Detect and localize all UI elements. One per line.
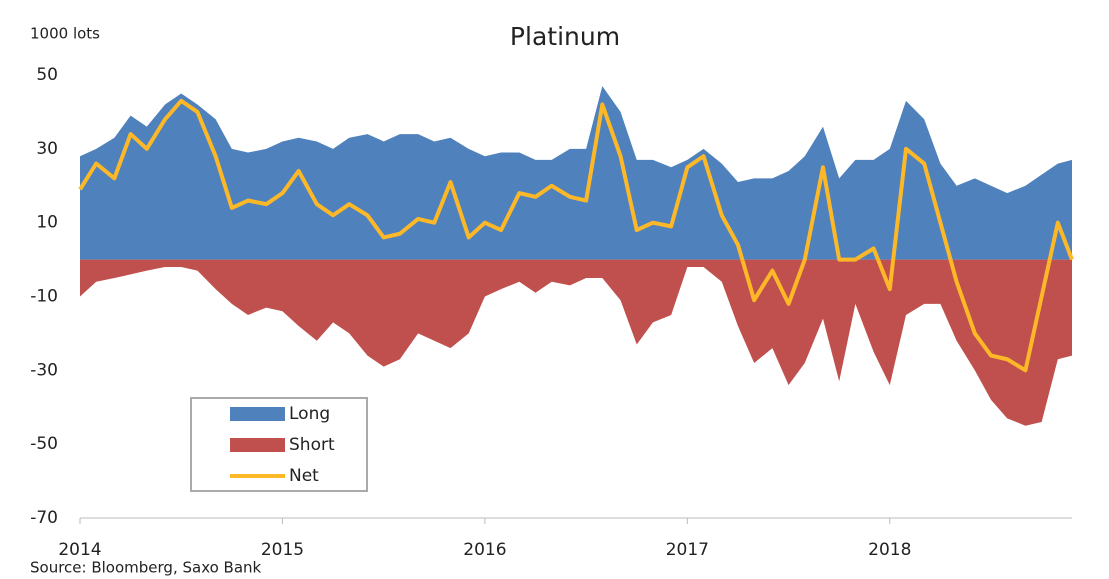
legend: Long Short Net	[190, 397, 368, 492]
legend-label: Short	[289, 435, 335, 455]
legend-swatch	[230, 438, 285, 452]
y-tick-label: -70	[30, 508, 58, 528]
legend-swatch	[230, 407, 285, 421]
source: Source: Bloomberg, Saxo Bank	[30, 559, 262, 577]
y-tick-label: -10	[30, 287, 58, 307]
x-tick-label: 2017	[666, 540, 709, 560]
y-tick-label: 50	[36, 65, 58, 85]
x-tick-label: 2015	[261, 540, 304, 560]
y-tick-label: 10	[36, 213, 58, 233]
y-axis-label: 1000 lots	[30, 25, 100, 43]
x-tick-label: 2014	[58, 540, 101, 560]
x-tick-label: 2016	[463, 540, 506, 560]
area	[80, 259, 1072, 426]
legend-label: Net	[289, 466, 319, 486]
x-tick-label: 2018	[868, 540, 911, 560]
y-tick-label: -50	[30, 434, 58, 454]
line	[78, 98, 1074, 373]
y-tick-label: 30	[36, 139, 58, 159]
legend-label: Long	[289, 404, 330, 424]
y-tick-label: -30	[30, 360, 58, 380]
chart-title: Platinum	[510, 22, 620, 51]
area	[80, 86, 1072, 260]
